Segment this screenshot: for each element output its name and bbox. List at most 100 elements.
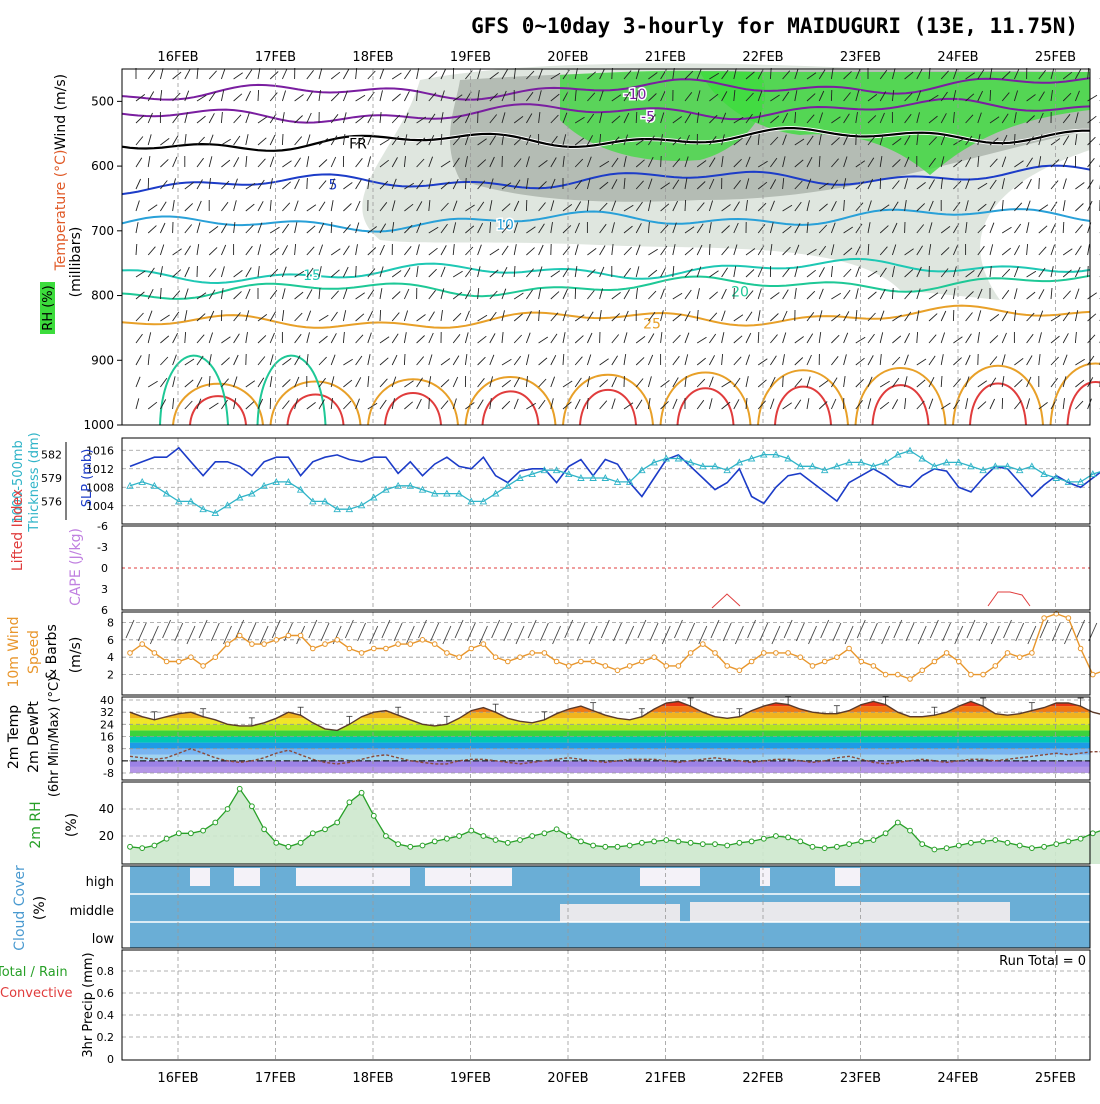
rh2m-units-label: (%) <box>64 813 80 837</box>
wind-barb <box>831 335 839 343</box>
wind-barb <box>453 271 462 277</box>
wind-barb <box>868 292 876 299</box>
wind-tick-label: 2 <box>107 669 114 682</box>
wind-barb-10m <box>687 623 695 641</box>
rh-point <box>384 834 389 839</box>
wind-barb <box>783 333 786 344</box>
wind-barb <box>417 336 425 344</box>
wind-barb <box>331 333 336 343</box>
cloud-gap-high <box>234 868 260 886</box>
wind-barb <box>441 359 450 366</box>
wind-speed-point <box>822 659 827 664</box>
wind-barb <box>465 354 467 365</box>
wind-barb <box>173 398 174 409</box>
wind-barb <box>1051 378 1058 387</box>
wind-barb <box>234 115 241 123</box>
contour-label: 25 <box>643 317 661 333</box>
wind-barb <box>295 222 297 233</box>
wind-barb <box>502 359 511 365</box>
temp-tick-label: 32 <box>100 706 114 719</box>
wind-barb <box>148 205 157 211</box>
wind-barb <box>746 355 750 365</box>
wind-barb-10m <box>699 626 707 644</box>
wind-barb <box>380 139 389 145</box>
wind-barb <box>746 249 755 256</box>
wind-barb-10m <box>516 626 524 644</box>
wind-barb <box>246 268 252 278</box>
wind-speed-point <box>1030 651 1035 656</box>
wind-barb <box>941 354 943 365</box>
wind-barb <box>539 379 547 387</box>
wind-speed-point <box>810 664 815 669</box>
wind-barb <box>1014 267 1018 277</box>
temp-band <box>122 743 1090 749</box>
wind-speed-point <box>1017 655 1022 660</box>
wind-barb <box>209 113 214 123</box>
wind-barb <box>587 312 593 321</box>
rh-point <box>652 839 657 844</box>
wind-barb <box>331 157 336 167</box>
wind-barb <box>929 356 935 365</box>
wind-barb <box>1063 291 1070 299</box>
wind-barb <box>539 400 546 409</box>
wind-barb <box>258 159 265 167</box>
wind-barb-10m <box>370 626 378 644</box>
wind-barb <box>1063 355 1067 365</box>
wind-barb <box>600 380 608 387</box>
wind-barb-10m <box>614 623 622 641</box>
wind-barb <box>404 332 406 343</box>
wind-barb <box>136 398 139 409</box>
wind-barb <box>819 381 828 388</box>
wind10m-units-label: (m/s) <box>68 637 84 674</box>
rh-point <box>323 827 328 832</box>
wind-barb <box>966 313 973 322</box>
li-tick-label: 6 <box>101 604 108 617</box>
wind-barb <box>661 246 667 255</box>
wind-barb <box>246 70 252 79</box>
wind-barb <box>234 136 240 145</box>
wind-barb <box>1014 310 1015 321</box>
wind-speed-point <box>152 651 157 656</box>
wind-barb-10m <box>1064 626 1072 644</box>
wind-barb <box>404 91 409 101</box>
temperature-axis-label: Temperature (°C) <box>53 150 69 272</box>
wind-barb <box>746 312 752 321</box>
wind-barb <box>502 246 508 255</box>
wind-barb <box>282 288 285 299</box>
wind-barb <box>295 292 304 299</box>
wind-barb <box>356 377 361 387</box>
wind-barb <box>429 333 434 343</box>
wind-barb <box>319 181 326 189</box>
wind-barb <box>709 355 714 365</box>
wind-barb <box>868 313 876 321</box>
wind-barb <box>868 355 873 365</box>
rh-point <box>298 840 303 845</box>
wind-barb <box>270 157 274 167</box>
wind-barb <box>319 315 328 321</box>
wind-barb <box>185 332 186 343</box>
wind-barb <box>490 249 499 255</box>
wind-barb <box>307 92 313 101</box>
wind-barb-10m <box>796 623 804 641</box>
wind-barb <box>331 114 338 123</box>
wind-barb <box>209 71 216 79</box>
wind-barb <box>429 248 438 255</box>
wind-barb <box>624 290 630 300</box>
wind-barb <box>234 334 240 343</box>
wind-barb <box>270 200 271 211</box>
wind-barb <box>404 381 413 387</box>
wind-barb <box>831 399 836 409</box>
wind-speed-point <box>969 672 974 677</box>
wind-barb <box>636 266 639 277</box>
wind-barb <box>648 334 654 344</box>
wind-barb <box>356 356 362 365</box>
wind-barb <box>380 310 381 321</box>
wind-barb <box>1002 269 1010 277</box>
temp-tick-label: 16 <box>100 731 114 744</box>
wind-barb <box>331 200 333 211</box>
wind-barb <box>575 357 582 365</box>
wind-barb <box>307 247 314 255</box>
wind-barb <box>307 226 315 233</box>
wind-barb-10m <box>150 626 158 644</box>
